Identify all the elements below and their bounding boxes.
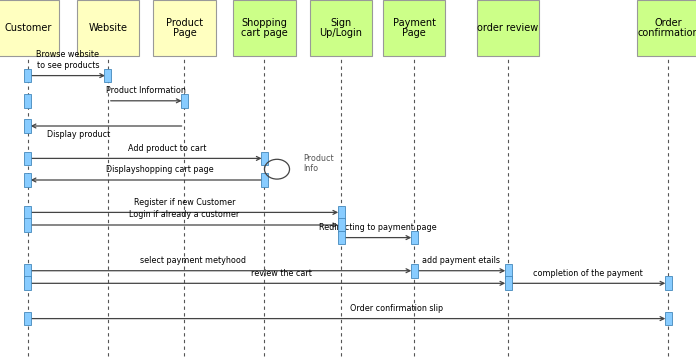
FancyBboxPatch shape bbox=[24, 94, 31, 108]
Text: Sign
Up/Login: Sign Up/Login bbox=[319, 18, 363, 38]
Text: Product
Info: Product Info bbox=[303, 154, 333, 174]
FancyBboxPatch shape bbox=[411, 231, 418, 244]
Text: Customer: Customer bbox=[4, 23, 52, 33]
Text: Redirecting to payment page: Redirecting to payment page bbox=[319, 223, 436, 232]
FancyBboxPatch shape bbox=[104, 69, 111, 82]
FancyBboxPatch shape bbox=[383, 0, 445, 56]
FancyBboxPatch shape bbox=[77, 0, 139, 56]
FancyBboxPatch shape bbox=[505, 264, 512, 278]
Text: Product
Page: Product Page bbox=[166, 18, 203, 38]
Text: select payment metyhood: select payment metyhood bbox=[140, 256, 246, 265]
FancyBboxPatch shape bbox=[338, 218, 345, 232]
Text: Browse website
to see products: Browse website to see products bbox=[36, 50, 100, 70]
Text: Shopping
cart page: Shopping cart page bbox=[241, 18, 288, 38]
FancyBboxPatch shape bbox=[505, 276, 512, 290]
Text: add payment etails: add payment etails bbox=[422, 256, 500, 265]
Text: review the cart: review the cart bbox=[251, 269, 313, 278]
FancyBboxPatch shape bbox=[338, 231, 345, 244]
Text: Website: Website bbox=[88, 23, 127, 33]
Text: Register if new Customer: Register if new Customer bbox=[134, 198, 235, 207]
FancyBboxPatch shape bbox=[637, 0, 696, 56]
Text: Displayshopping cart page: Displayshopping cart page bbox=[106, 165, 214, 174]
Text: completion of the payment: completion of the payment bbox=[533, 269, 643, 278]
FancyBboxPatch shape bbox=[233, 0, 296, 56]
FancyBboxPatch shape bbox=[338, 206, 345, 219]
FancyBboxPatch shape bbox=[411, 264, 418, 278]
Text: Order confirmation slip: Order confirmation slip bbox=[350, 304, 443, 313]
FancyBboxPatch shape bbox=[261, 173, 268, 187]
FancyBboxPatch shape bbox=[24, 206, 31, 219]
Text: Login if already a customer: Login if already a customer bbox=[129, 210, 239, 219]
FancyBboxPatch shape bbox=[665, 276, 672, 290]
FancyBboxPatch shape bbox=[24, 312, 31, 325]
Text: order review: order review bbox=[477, 23, 539, 33]
FancyBboxPatch shape bbox=[153, 0, 216, 56]
FancyBboxPatch shape bbox=[24, 69, 31, 82]
FancyBboxPatch shape bbox=[310, 0, 372, 56]
Text: Display product: Display product bbox=[47, 130, 110, 139]
Text: Payment
Page: Payment Page bbox=[393, 18, 436, 38]
FancyBboxPatch shape bbox=[24, 152, 31, 165]
FancyBboxPatch shape bbox=[0, 0, 59, 56]
FancyBboxPatch shape bbox=[24, 264, 31, 278]
FancyBboxPatch shape bbox=[477, 0, 539, 56]
FancyBboxPatch shape bbox=[24, 218, 31, 232]
FancyBboxPatch shape bbox=[665, 312, 672, 325]
Text: Order
confirmation: Order confirmation bbox=[638, 18, 696, 38]
Text: Add product to cart: Add product to cart bbox=[128, 144, 206, 153]
FancyBboxPatch shape bbox=[24, 173, 31, 187]
FancyBboxPatch shape bbox=[181, 94, 188, 108]
FancyBboxPatch shape bbox=[24, 119, 31, 133]
FancyBboxPatch shape bbox=[261, 152, 268, 165]
Text: Product Information: Product Information bbox=[106, 86, 186, 95]
FancyBboxPatch shape bbox=[24, 276, 31, 290]
